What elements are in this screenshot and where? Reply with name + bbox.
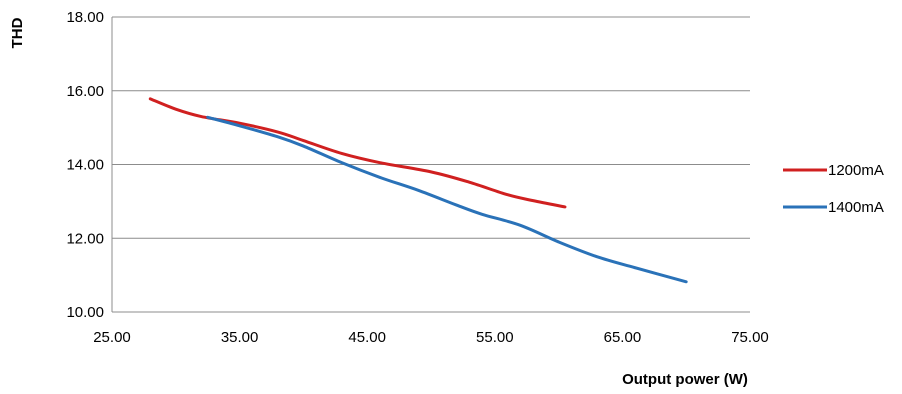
x-tick-label: 25.00 [93,329,131,346]
series-line-1400mA [206,115,688,284]
y-axis-title: THD [9,17,26,48]
y-tick-labels: 10.00 12.00 14.00 16.00 18.00 [66,9,104,321]
y-tick-label: 18.00 [66,9,104,26]
legend-label-1400mA: 1400mA [828,199,884,216]
x-tick-label: 45.00 [348,329,386,346]
x-tick-labels: 25.00 35.00 45.00 55.00 65.00 75.00 [93,329,769,346]
series-line-1200mA [148,97,567,209]
y-tick-label: 14.00 [66,157,104,174]
x-tick-label: 55.00 [476,329,514,346]
legend-label-1200mA: 1200mA [828,162,884,179]
y-tick-label: 10.00 [66,304,104,321]
x-tick-label: 75.00 [731,329,769,346]
y-tick-label: 12.00 [66,230,104,247]
x-tick-label: 65.00 [604,329,642,346]
gridlines [112,16,750,239]
axes [111,17,750,313]
y-tick-label: 16.00 [66,83,104,100]
series-lines [148,97,688,284]
legend: 1200mA 1400mA [783,162,884,216]
x-axis-title: Output power (W) [622,371,748,388]
x-tick-label: 35.00 [221,329,259,346]
